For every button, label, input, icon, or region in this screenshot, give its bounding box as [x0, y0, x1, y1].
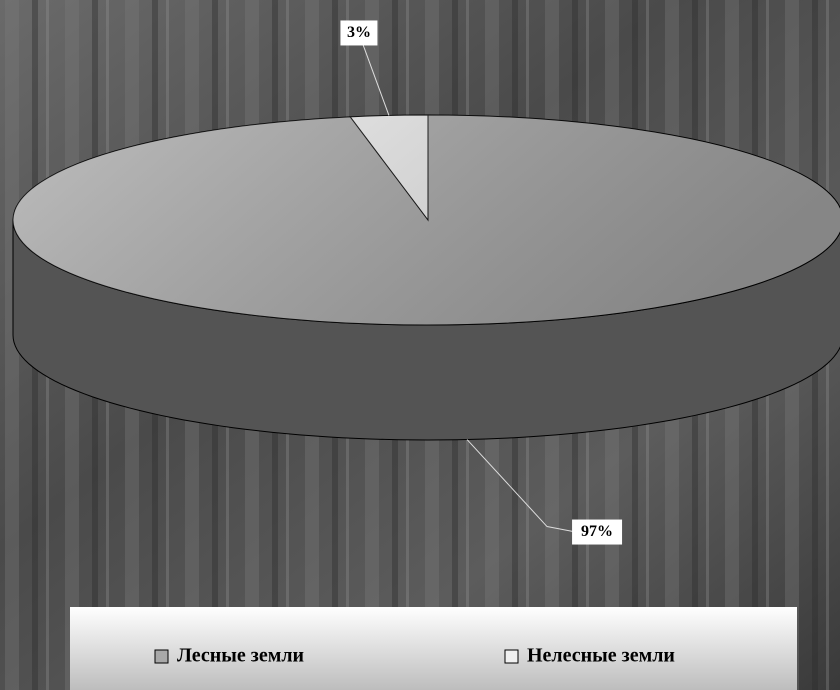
legend-label: Нелесные земли — [527, 645, 675, 667]
data-label: 97% — [581, 523, 613, 540]
data-label: 3% — [347, 24, 371, 41]
legend-box — [70, 607, 797, 690]
legend-marker — [154, 649, 169, 664]
label-box — [340, 20, 378, 46]
legend: Лесные земли Нелесные земли — [154, 645, 675, 667]
legend-label: Лесные земли — [177, 645, 304, 667]
legend-marker — [504, 649, 519, 664]
label-box — [572, 519, 623, 545]
leader-line — [466, 439, 574, 533]
leader-line — [362, 44, 390, 116]
